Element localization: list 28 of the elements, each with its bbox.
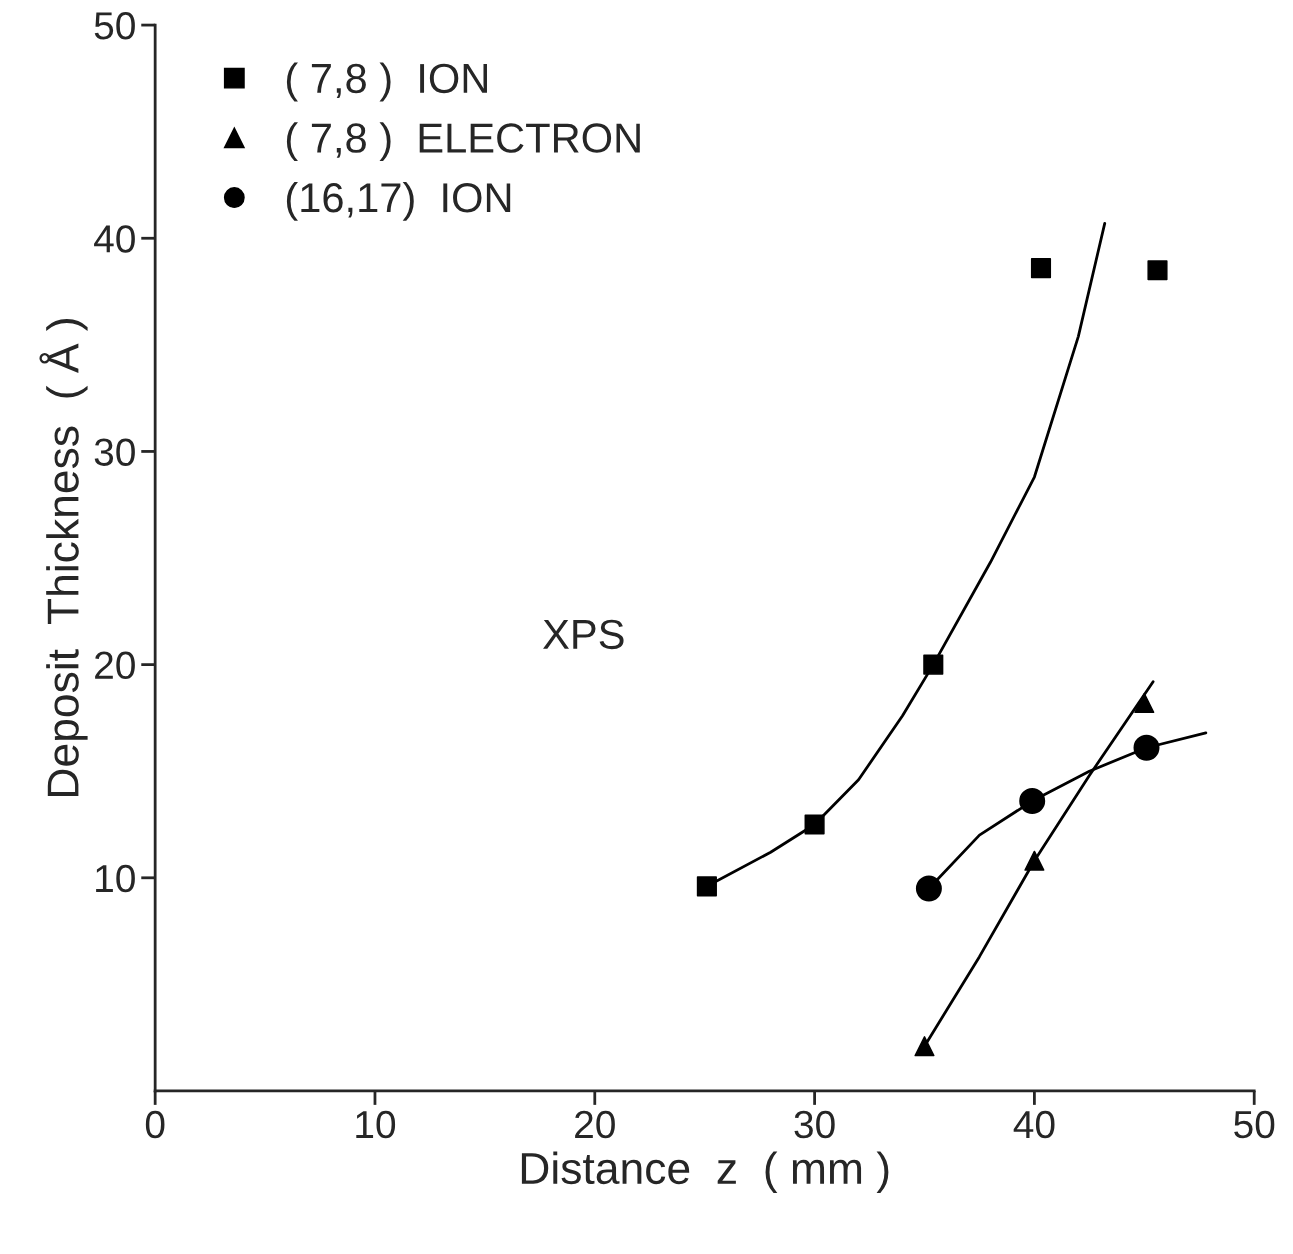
x-tick-label: 50 xyxy=(1234,1110,1275,1139)
point xyxy=(914,1036,935,1057)
x-tick-label: 10 xyxy=(356,1110,396,1139)
point xyxy=(1134,692,1155,714)
x-tick-label: 20 xyxy=(575,1110,615,1139)
point xyxy=(696,876,717,897)
point xyxy=(1147,260,1168,281)
y-tick-label: 40 xyxy=(94,225,135,253)
point xyxy=(1030,258,1052,279)
point xyxy=(804,814,825,835)
y-tick-label: 20 xyxy=(95,651,135,680)
annotation: XPS xyxy=(543,619,624,650)
legend-label: (16,17) ION xyxy=(286,181,511,221)
y-tick-label: 50 xyxy=(94,12,135,40)
point xyxy=(1133,734,1160,761)
point xyxy=(923,654,944,675)
x-tick-label: 30 xyxy=(794,1110,835,1139)
x-tick-label: 40 xyxy=(1013,1110,1055,1139)
point xyxy=(1019,788,1046,815)
y-tick-label: 10 xyxy=(96,864,135,893)
point xyxy=(1024,850,1045,871)
legend-label: ( 7,8 ) ION xyxy=(286,62,487,102)
point xyxy=(915,875,942,902)
x-axis-title: Distance z ( mm ) xyxy=(521,1151,889,1193)
legend-label: ( 7,8 ) ELECTRON xyxy=(286,122,640,162)
y-tick-label: 30 xyxy=(94,438,135,466)
x-tick-label: 0 xyxy=(145,1110,165,1139)
y-axis-title: Deposit Thickness ( Å ) xyxy=(39,319,88,797)
